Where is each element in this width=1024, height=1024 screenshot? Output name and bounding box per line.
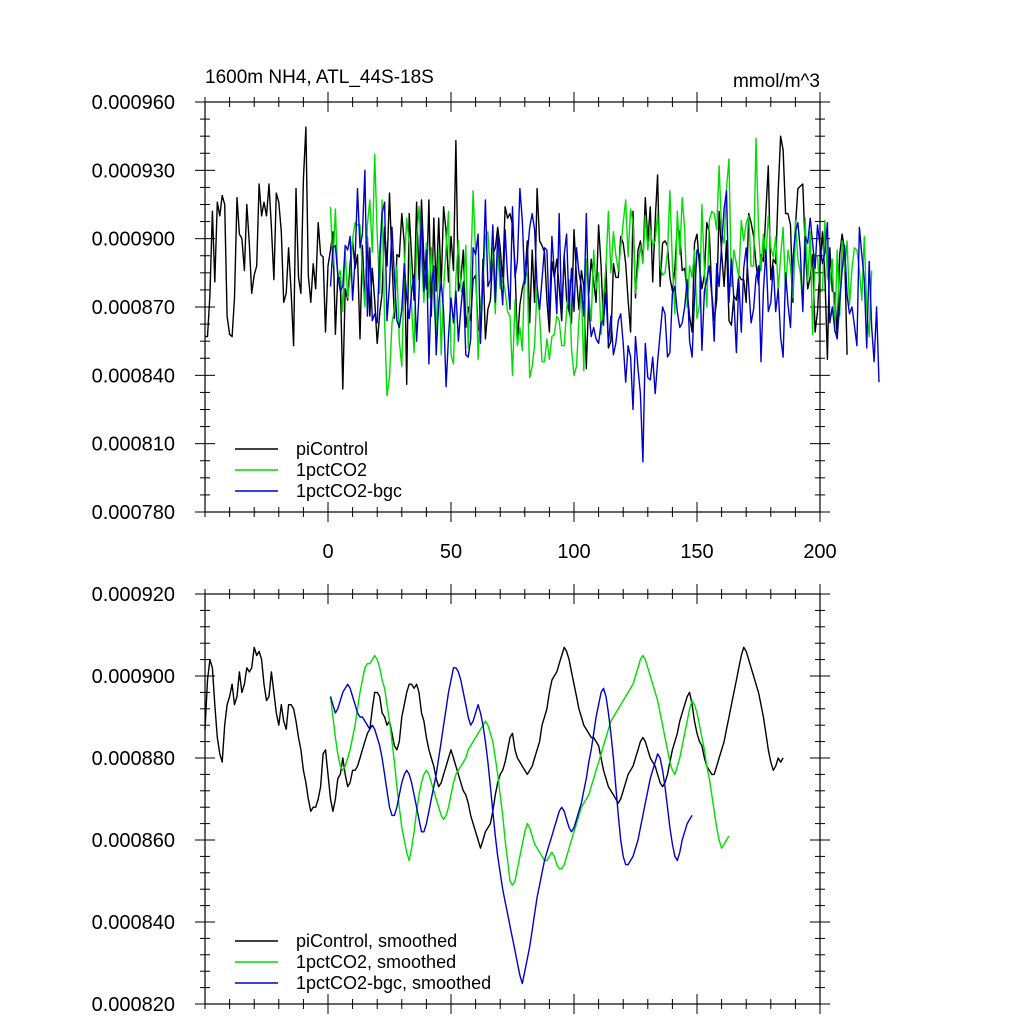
- top-plot-frame: [204, 101, 821, 513]
- bottom-y-tick-label: 0.000840: [92, 912, 175, 934]
- bottom-panel: 0.000820 0.000840 0.000860 0.000880 0.000900…: [92, 584, 830, 1016]
- top-y-tick-label: 0.000810: [92, 434, 175, 456]
- bottom-y-tick-label: 0.000860: [92, 830, 175, 852]
- bottom-axis-ticks: [195, 584, 830, 1014]
- bottom-series-lines: [204, 646, 784, 985]
- chart-title: 1600m NH4, ATL_44S-18S: [205, 67, 434, 88]
- legend-label-1pctco2-bgc: 1pctCO2-bgc: [296, 481, 402, 501]
- top-x-tick-label: 100: [557, 541, 590, 563]
- top-series-picontrol: [205, 126, 848, 390]
- bottom-y-tick-label: 0.000820: [92, 994, 175, 1016]
- bottom-legend: piControl, smoothed 1pctCO2, smoothed 1p…: [235, 931, 491, 993]
- top-x-tick-label: 150: [680, 541, 713, 563]
- top-axis-ticks: [195, 92, 830, 522]
- top-y-tick-label: 0.000840: [92, 365, 175, 387]
- bottom-y-tick-label: 0.000920: [92, 584, 175, 606]
- top-x-tick-label: 200: [803, 541, 836, 563]
- top-y-tick-label: 0.000960: [92, 92, 175, 114]
- top-panel: 1600m NH4, ATL_44S-18S mmol/m^3 0.000780…: [92, 67, 880, 563]
- legend-label-picontrol-smoothed: piControl, smoothed: [296, 931, 457, 951]
- bottom-y-tick-label: 0.000900: [92, 666, 175, 688]
- top-y-tick-labels: 0.000780 0.000810 0.000840 0.000870 0.000900…: [92, 92, 175, 524]
- bottom-y-tick-label: 0.000880: [92, 748, 175, 770]
- units-label: mmol/m^3: [733, 71, 820, 92]
- top-x-tick-label: 50: [440, 541, 462, 563]
- top-y-tick-label: 0.000900: [92, 229, 175, 251]
- legend-label-1pctco2-bgc-smoothed: 1pctCO2-bgc, smoothed: [296, 973, 491, 993]
- bottom-plot-frame: [204, 593, 821, 1005]
- top-x-tick-label: 0: [322, 541, 333, 563]
- top-series-lines: [205, 126, 880, 463]
- bottom-y-tick-labels: 0.000820 0.000840 0.000860 0.000880 0.000900…: [92, 584, 175, 1016]
- bottom-series-1pctco2-smoothed: [329, 654, 730, 886]
- top-y-tick-label: 0.000780: [92, 502, 175, 524]
- bottom-series-picontrol-smoothed: [204, 646, 784, 849]
- legend-label-1pctco2-smoothed: 1pctCO2, smoothed: [296, 952, 456, 972]
- top-x-tick-labels: 0 50 100 150 200: [322, 541, 836, 563]
- bottom-series-1pctco2-bgc-smoothed: [329, 667, 693, 985]
- top-legend: piControl 1pctCO2 1pctCO2-bgc: [235, 439, 402, 501]
- legend-label-picontrol: piControl: [296, 439, 368, 459]
- legend-label-1pctco2: 1pctCO2: [296, 460, 367, 480]
- top-y-tick-label: 0.000930: [92, 160, 175, 182]
- top-series-1pctco2-bgc: [329, 169, 880, 463]
- top-y-tick-label: 0.000870: [92, 297, 175, 319]
